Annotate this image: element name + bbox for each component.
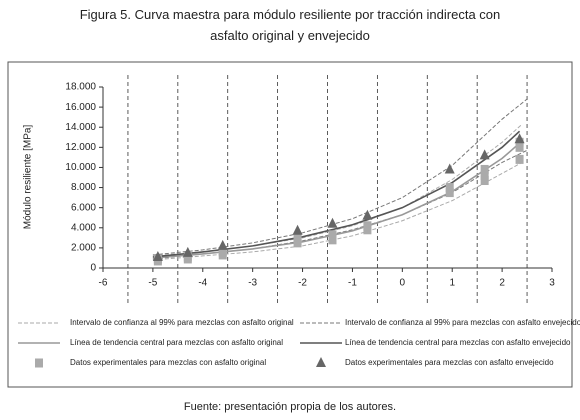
data-point — [363, 221, 372, 231]
source-note: Fuente: presentación propia de los autor… — [184, 401, 396, 413]
y-tick-label: 14.000 — [65, 122, 96, 133]
legend-label: Intervalo de confianza al 99% para mezcl… — [345, 318, 580, 327]
x-tick-label: -5 — [148, 278, 157, 289]
data-point — [514, 133, 525, 144]
x-tick-label: 0 — [400, 278, 406, 289]
data-point — [328, 235, 337, 245]
data-point — [362, 209, 373, 220]
y-tick-label: 4.000 — [71, 222, 96, 233]
x-tick-label: -1 — [348, 278, 357, 289]
data-point — [480, 164, 489, 174]
data-point — [292, 224, 303, 235]
x-tick-label: -4 — [198, 278, 207, 289]
data-point — [515, 142, 524, 152]
data-point — [152, 250, 163, 261]
data-point — [217, 239, 228, 250]
legend-symbol — [35, 358, 43, 368]
data-point — [183, 252, 192, 262]
y-axis-label: Módulo resiliente [MPa] — [23, 125, 34, 230]
y-tick-label: 16.000 — [65, 102, 96, 113]
y-tick-label: 12.000 — [65, 142, 96, 153]
y-tick-label: 0 — [90, 263, 96, 274]
data-point — [445, 183, 454, 193]
data-point — [293, 238, 302, 248]
chart-frame — [7, 61, 573, 388]
y-tick-label: 6.000 — [71, 202, 96, 213]
x-tick-label: 3 — [549, 278, 555, 289]
data-point — [218, 247, 227, 257]
data-point — [480, 170, 489, 180]
data-point — [479, 149, 490, 160]
chart-title: Figura 5. Curva maestra para módulo resi… — [79, 7, 501, 43]
confidence-line — [152, 149, 528, 260]
data-point — [480, 176, 489, 186]
x-tick-label: -6 — [99, 278, 108, 289]
data-point — [327, 217, 338, 228]
x-tick-label: -3 — [248, 278, 257, 289]
x-tick-label: 1 — [449, 278, 455, 289]
y-tick-label: 2.000 — [71, 243, 96, 254]
legend-symbol — [316, 357, 326, 367]
data-point — [515, 154, 524, 164]
legend-label: Intervalo de confianza al 99% para mezcl… — [70, 318, 294, 327]
x-tick-label: -2 — [298, 278, 307, 289]
confidence-line — [152, 161, 523, 261]
y-tick-label: 10.000 — [65, 162, 96, 173]
data-point — [444, 163, 455, 174]
data-point — [328, 230, 337, 240]
confidence-line — [152, 98, 528, 256]
y-tick-label: 8.000 — [71, 182, 96, 193]
confidence-line — [152, 123, 523, 257]
legend-label: Datos experimentales para mezclas con as… — [345, 358, 554, 367]
data-point — [445, 188, 454, 198]
legend-label: Datos experimentales para mezclas con as… — [70, 358, 266, 367]
legend-label: Línea de tendencia central para mezclas … — [345, 338, 571, 347]
x-tick-label: 2 — [499, 278, 505, 289]
data-point — [293, 233, 302, 243]
legend-label: Línea de tendencia central para mezclas … — [70, 338, 283, 347]
y-tick-label: 18.000 — [65, 82, 96, 93]
data-point — [182, 246, 193, 257]
